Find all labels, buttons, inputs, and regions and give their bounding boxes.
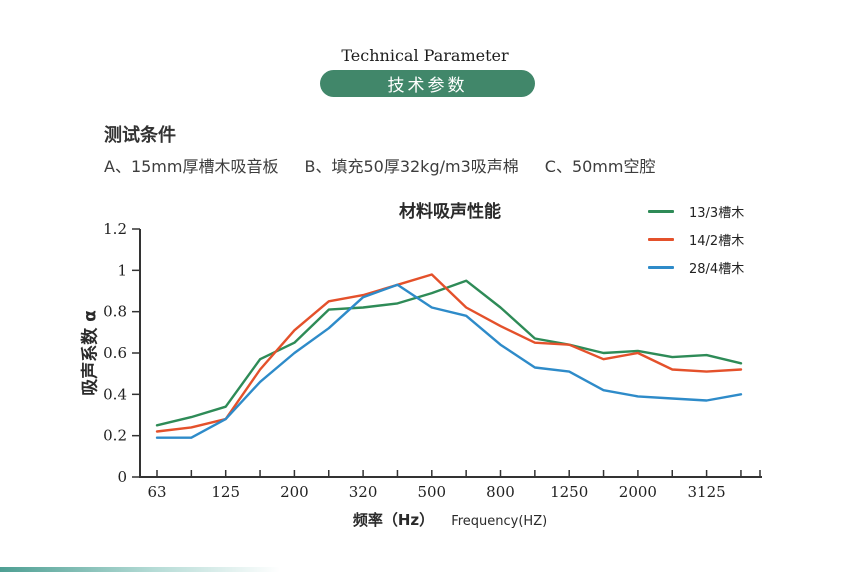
legend-swatch-red	[648, 238, 674, 241]
y-tick-label: 0.4	[103, 385, 127, 403]
header-badge-label: 技术参数	[387, 76, 468, 96]
y-tick-label: 1.2	[103, 220, 127, 238]
x-tick-label: 1250	[550, 483, 588, 501]
y-axis-label: 吸声系数 α	[80, 310, 101, 396]
condition-a: A、15mm厚槽木吸音板	[104, 157, 279, 176]
legend-item: 14/2槽木	[648, 231, 745, 249]
legend-swatch-blue	[648, 266, 674, 269]
y-tick-label: 0.6	[103, 344, 127, 362]
header-badge: 技术参数	[320, 70, 535, 97]
legend-label: 28/4槽木	[689, 262, 745, 277]
y-tick-label: 0.2	[103, 427, 127, 445]
x-tick-label: 63	[147, 483, 166, 501]
y-tick-label: 0.8	[103, 303, 127, 321]
condition-c: C、50mm空腔	[544, 157, 656, 176]
legend-swatch-green	[648, 210, 674, 213]
x-tick-label: 125	[211, 483, 240, 501]
chart-legend: 13/3槽木 14/2槽木 28/4槽木	[648, 203, 745, 277]
series-line-13/3槽木	[155, 279, 743, 427]
y-tick-label: 0	[117, 468, 127, 486]
legend-item: 28/4槽木	[648, 259, 745, 277]
chart-title: 材料吸声性能	[399, 202, 501, 222]
series-line-28/4槽木	[155, 283, 743, 439]
x-tick-label: 200	[280, 483, 309, 501]
legend-label: 14/2槽木	[689, 234, 745, 249]
x-tick-label: 320	[349, 483, 378, 501]
footer-decorative-strip	[0, 567, 280, 572]
legend-label: 13/3槽木	[689, 206, 745, 221]
header-title-en: Technical Parameter	[341, 46, 509, 65]
x-tick-label: 500	[417, 483, 446, 501]
condition-b: B、填充50厚32kg/m3吸声棉	[304, 157, 519, 176]
y-tick-label: 1	[117, 261, 127, 279]
x-axis-label: 频率（Hz） Frequency(HZ)	[140, 509, 760, 530]
test-conditions: A、15mm厚槽木吸音板 B、填充50厚32kg/m3吸声棉 C、50mm空腔	[104, 153, 655, 177]
x-tick-label: 800	[486, 483, 515, 501]
x-tick-label: 3125	[688, 483, 726, 501]
series-line-14/2槽木	[155, 273, 743, 433]
legend-item: 13/3槽木	[648, 203, 745, 221]
section-title: 测试条件	[104, 125, 176, 146]
x-axis-label-en: Frequency(HZ)	[451, 514, 548, 529]
x-axis-label-zh: 频率（Hz）	[352, 511, 435, 529]
x-tick-label: 2000	[619, 483, 657, 501]
